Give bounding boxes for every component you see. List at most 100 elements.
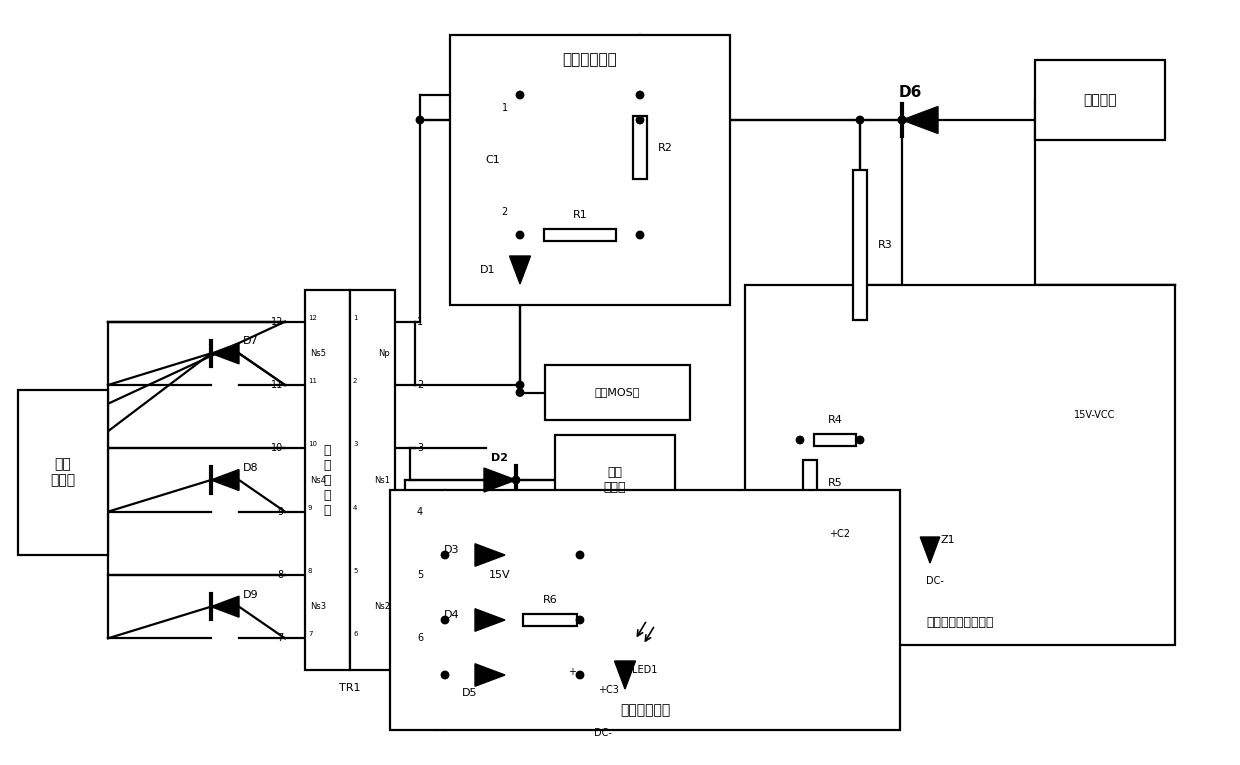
Text: D5: D5 <box>463 688 477 698</box>
Text: R2: R2 <box>658 142 673 152</box>
Text: D6: D6 <box>898 84 921 99</box>
Text: 5: 5 <box>353 568 357 574</box>
Text: D3: D3 <box>444 545 460 555</box>
Text: 2: 2 <box>502 207 508 217</box>
Circle shape <box>577 552 584 558</box>
Text: +C3: +C3 <box>598 685 619 695</box>
Circle shape <box>516 91 523 99</box>
Text: 12: 12 <box>270 317 283 327</box>
Text: 6: 6 <box>353 631 357 637</box>
Polygon shape <box>475 544 505 566</box>
Circle shape <box>441 617 449 623</box>
Text: R6: R6 <box>543 595 557 605</box>
Text: DC-: DC- <box>594 728 611 738</box>
Text: 吸收续流电路: 吸收续流电路 <box>563 53 618 67</box>
Circle shape <box>516 389 523 396</box>
Polygon shape <box>211 470 239 490</box>
Bar <box>853 170 867 320</box>
Text: 10: 10 <box>270 444 283 454</box>
Polygon shape <box>475 664 505 686</box>
Text: 9: 9 <box>277 506 283 516</box>
Bar <box>19 390 108 555</box>
Text: 15V-VCC: 15V-VCC <box>1074 410 1116 420</box>
Text: +: + <box>568 667 577 677</box>
Text: 5: 5 <box>417 570 423 580</box>
Text: D9: D9 <box>243 590 259 600</box>
Text: Ns4: Ns4 <box>310 476 326 484</box>
Polygon shape <box>510 256 531 284</box>
Text: 外部
用电器: 外部 用电器 <box>51 457 76 487</box>
Text: 8: 8 <box>277 570 283 580</box>
Text: 4: 4 <box>353 505 357 511</box>
Bar <box>804 460 817 505</box>
Bar <box>350 290 396 670</box>
Text: 8: 8 <box>308 568 312 574</box>
Text: R4: R4 <box>827 415 842 425</box>
Circle shape <box>417 116 424 124</box>
Text: 外部
用电器: 外部 用电器 <box>604 466 626 494</box>
Text: 7: 7 <box>277 633 283 643</box>
Text: 4: 4 <box>417 506 423 516</box>
Circle shape <box>636 91 644 99</box>
Bar <box>450 35 730 305</box>
Circle shape <box>516 381 523 389</box>
Text: 3: 3 <box>417 444 423 454</box>
Polygon shape <box>475 609 505 631</box>
Text: 10: 10 <box>308 441 317 448</box>
Text: R1: R1 <box>573 210 588 220</box>
Text: D2: D2 <box>491 453 508 463</box>
Text: 2: 2 <box>353 378 357 384</box>
Text: 7: 7 <box>308 631 312 637</box>
Text: DC-: DC- <box>926 576 944 586</box>
Text: 高
频
变
压
器: 高 频 变 压 器 <box>324 444 331 516</box>
Circle shape <box>857 436 864 444</box>
Circle shape <box>516 231 523 239</box>
Circle shape <box>636 231 644 239</box>
Text: 9: 9 <box>308 505 312 511</box>
Text: 11: 11 <box>270 380 283 390</box>
Text: Ns2: Ns2 <box>374 602 391 611</box>
Text: D4: D4 <box>444 610 460 620</box>
Circle shape <box>577 671 584 679</box>
Bar <box>1035 60 1166 140</box>
Text: D1: D1 <box>480 265 495 275</box>
Circle shape <box>512 477 520 483</box>
Text: TR1: TR1 <box>340 683 361 693</box>
Bar <box>813 434 856 446</box>
Polygon shape <box>615 661 635 689</box>
Text: 12: 12 <box>308 314 317 321</box>
Text: D7: D7 <box>243 337 259 347</box>
Text: 外部MOS管: 外部MOS管 <box>595 388 640 398</box>
Text: 充电及过压保护电路: 充电及过压保护电路 <box>926 617 993 630</box>
Polygon shape <box>920 537 940 563</box>
Text: Ns3: Ns3 <box>310 602 326 611</box>
Text: +C2: +C2 <box>830 529 851 539</box>
Circle shape <box>898 116 905 124</box>
Text: R5: R5 <box>828 477 843 487</box>
Text: Z1: Z1 <box>941 535 955 545</box>
Text: 2: 2 <box>417 380 423 390</box>
Text: Ns5: Ns5 <box>310 349 326 358</box>
Text: 1: 1 <box>502 103 508 113</box>
Text: Np: Np <box>378 349 391 358</box>
Bar <box>305 290 350 670</box>
Polygon shape <box>211 596 239 617</box>
Text: 外部电源: 外部电源 <box>1084 93 1117 107</box>
Circle shape <box>796 436 804 444</box>
Text: 1: 1 <box>417 317 423 327</box>
Text: Ns1: Ns1 <box>374 476 391 484</box>
Text: 1: 1 <box>353 314 357 321</box>
Text: LED1: LED1 <box>632 665 657 675</box>
Text: D8: D8 <box>243 463 259 473</box>
Circle shape <box>636 116 644 124</box>
Circle shape <box>898 116 905 124</box>
Polygon shape <box>901 106 937 134</box>
Bar <box>546 365 689 420</box>
Text: R3: R3 <box>878 240 893 250</box>
Bar <box>391 490 900 730</box>
Text: 15V: 15V <box>490 570 511 580</box>
Bar <box>632 116 647 179</box>
Bar <box>544 229 616 241</box>
Text: C1: C1 <box>485 155 500 165</box>
Bar <box>745 285 1176 645</box>
